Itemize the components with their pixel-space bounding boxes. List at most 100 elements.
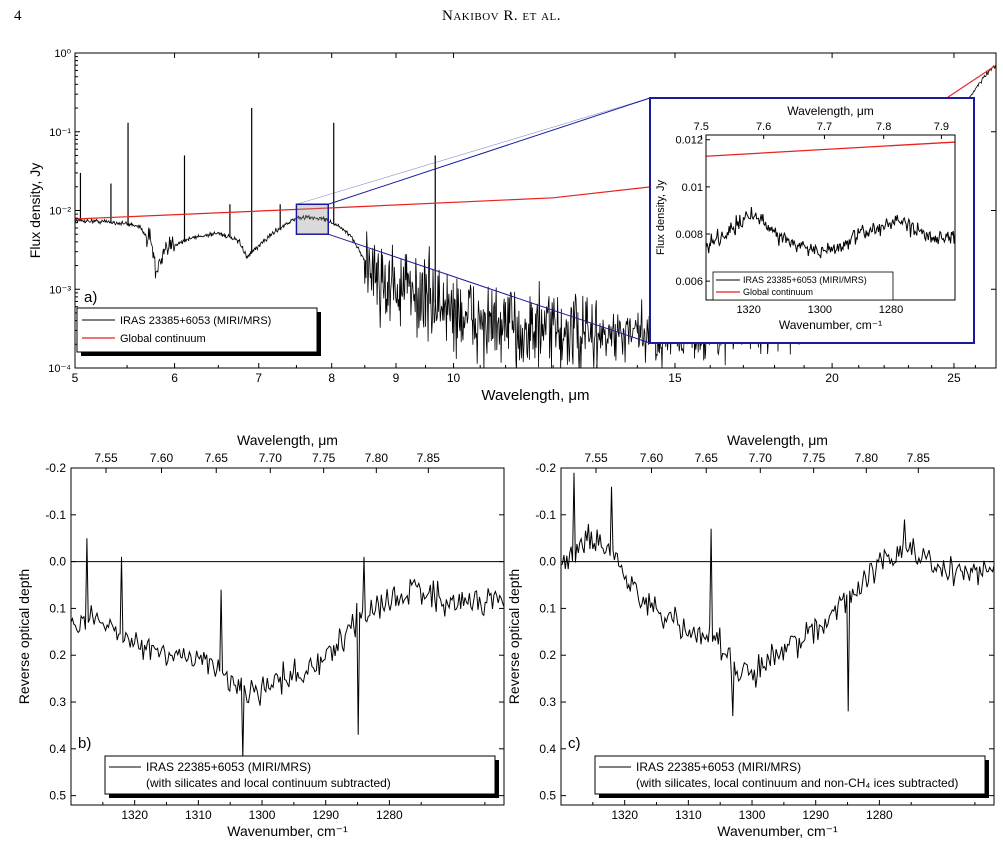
inset-x2tick-label-3: 7.8 [876,121,891,133]
c-xtick-label-4: 1280 [866,808,893,822]
a-xtick-label-0: 5 [72,371,79,385]
inset: 1320 1300 1280 7.5 7.6 7.7 7.8 7.9 0.006 0.008 0.0… [649,97,975,344]
a-xtick-label-1: 6 [171,371,178,385]
c-x2tick-label-4: 7.75 [802,451,826,465]
page-number: 4 [14,8,22,24]
inset-legend-box [712,271,894,301]
c-x2tick-label-3: 7.70 [749,451,773,465]
b-x2tick-label-0: 7.55 [94,451,118,465]
highlight-region [295,203,330,235]
b-xtick-label-3: 1290 [312,808,339,822]
b-panel-label: b) [78,735,91,752]
inset-x2tick-label-0: 7.5 [694,121,709,133]
c-x2tick-label-0: 7.55 [584,451,608,465]
a-legend: IRAS 23385+6053 (MIRI/MRS) Global continu… [76,307,321,356]
c-x2tick-label-5: 7.80 [855,451,879,465]
a-xtick-label-3: 8 [328,371,335,385]
a-ytick-label-3: 10⁻¹ [49,127,71,139]
b-legend: IRAS 22385+6053 (MIRI/MRS) (with silicate… [104,755,499,798]
inset-x2tick-label-1: 7.6 [756,121,771,133]
a-xtick-label-8: 25 [947,371,961,385]
a-legend-entry-0: IRAS 23385+6053 (MIRI/MRS) [120,315,271,327]
zoom-connector-top-left [296,97,651,205]
inset-spectrum [706,206,955,259]
c-ytick-label-6: 0.4 [539,742,556,756]
inset-ytick-label-3: 0.012 [675,135,703,147]
inset-legend: IRAS 23385+6053 (MIRI/MRS) Global continu… [712,271,894,301]
b-ytick-label-0: -0.2 [45,461,66,475]
a-ytick-label-4: 10⁰ [54,48,71,60]
a-ytick-label-1: 10⁻³ [49,284,71,296]
c-x2tick-label-2: 7.65 [695,451,719,465]
b-ytick-label-2: 0.0 [49,555,66,569]
inset-box [649,97,975,344]
b-ytick-label-5: 0.3 [49,695,66,709]
c-panel-label: c) [568,735,581,752]
a-xlabel: Wavelength, μm [481,387,589,404]
inset-xtick-label-1: 1300 [808,304,832,316]
inset-x2tick-label-2: 7.7 [817,121,832,133]
c-ytick-label-7: 0.5 [539,789,556,803]
b-x2tick-label-6: 7.85 [417,451,441,465]
inset-xtick-label-2: 1280 [879,304,903,316]
c-xtick-label-0: 1320 [611,808,638,822]
inset-ytick-label-2: 0.01 [682,182,703,194]
b-x2tick-label-1: 7.60 [150,451,174,465]
b-ylabel: Reverse optical depth [16,569,32,704]
c-xtick-label-1: 1310 [675,808,702,822]
c-legend-entry-0: IRAS 22385+6053 (MIRI/MRS) [636,760,801,774]
inset-ytick-label-1: 0.008 [675,229,703,241]
a-ytick-label-2: 10⁻² [49,206,71,218]
b-frame [70,467,505,806]
b-legend-box [104,755,496,795]
c-ytick-label-2: 0.0 [539,555,556,569]
b-x2tick-label-2: 7.65 [205,451,229,465]
a-legend-box [76,307,318,353]
a-xtick-label-6: 15 [668,371,682,385]
c-ytick-label-1: -0.1 [535,508,556,522]
zoom-connector-bottom [328,233,651,344]
b-spectrum [71,538,504,759]
panel-b: 1320 1310 1300 1290 1280 7.55 7.60 7.65 7.70 7.75… [16,432,505,839]
b-xtick-label-2: 1300 [249,808,276,822]
b-x2tick-label-5: 7.80 [365,451,389,465]
c-xtick-label-3: 1290 [802,808,829,822]
b-x2label: Wavelength, μm [237,432,338,448]
panel-c: 1320 1310 1300 1290 1280 7.55 7.60 7.65 7.70 7.75… [506,432,995,839]
inset-x2tick-label-4: 7.9 [934,121,949,133]
b-xtick-label-4: 1280 [376,808,403,822]
c-x2tick-label-6: 7.85 [907,451,931,465]
a-xtick-label-2: 7 [255,371,262,385]
inset-x2label: Wavelength, μm [787,104,874,118]
b-ytick-label-4: 0.2 [49,648,66,662]
inset-xlabel: Wavenumber, cm⁻¹ [779,318,882,332]
inset-legend-entry-0: IRAS 23385+6053 (MIRI/MRS) [743,275,867,285]
b-ytick-label-1: -0.1 [45,508,66,522]
c-ytick-label-4: 0.2 [539,648,556,662]
zoom-connector-top [328,97,651,205]
inset-ytick-label-0: 0.006 [675,276,703,288]
c-xtick-label-2: 1300 [739,808,766,822]
c-legend: IRAS 22385+6053 (MIRI/MRS) (with silicate… [594,755,989,798]
a-panel-label: a) [84,289,97,306]
b-xtick-label-1: 1310 [185,808,212,822]
b-legend-entry-0: IRAS 22385+6053 (MIRI/MRS) [146,760,311,774]
c-x2tick-label-1: 7.60 [640,451,664,465]
b-ytick-label-3: 0.1 [49,601,66,615]
b-xtick-label-0: 1320 [121,808,148,822]
c-spectrum [561,472,994,717]
inset-xtick-label-0: 1320 [736,304,760,316]
b-xlabel: Wavenumber, cm⁻¹ [227,823,348,839]
a-xtick-label-5: 10 [447,371,461,385]
running-header: Nakibov R. et al. [442,8,561,24]
b-ytick-label-6: 0.4 [49,742,66,756]
c-ytick-label-3: 0.1 [539,601,556,615]
a-legend-entry-1: Global continuum [120,333,206,345]
c-legend-box [594,755,986,795]
inset-ylabel: Flux density, Jy [655,180,667,255]
c-ylabel: Reverse optical depth [506,569,522,704]
c-legend-entry-1: (with silicates, local continuum and non… [636,776,958,790]
a-ylabel: Flux density, Jy [27,163,43,258]
c-x2label: Wavelength, μm [727,432,828,448]
